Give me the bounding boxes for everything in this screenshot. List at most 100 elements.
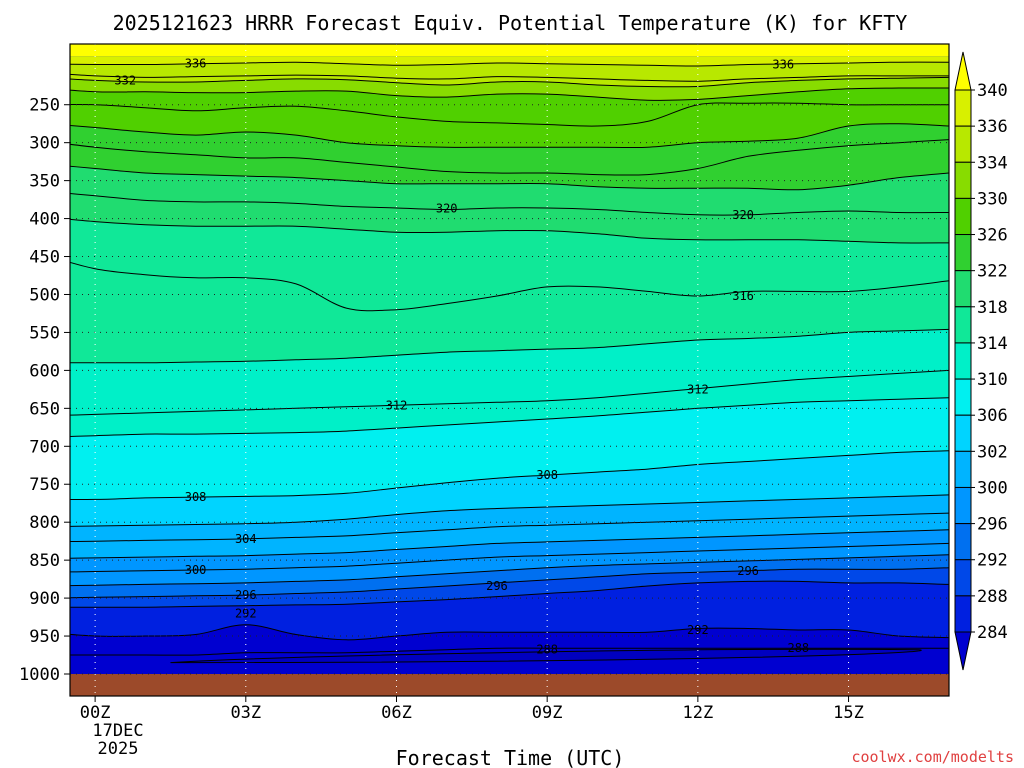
colorbar-segment <box>954 161 972 199</box>
contour-label-text: 312 <box>386 398 408 412</box>
colorbar-label: 322 <box>977 262 1008 282</box>
source-credit: coolwx.com/modelts <box>851 748 1014 766</box>
y-tick-label: 850 <box>29 551 60 571</box>
contour-label: 308 <box>536 468 558 482</box>
colorbar-top-arrow <box>954 51 972 91</box>
contour-label-text: 292 <box>235 606 257 620</box>
contour-label-text: 296 <box>737 564 759 578</box>
contour-line-304 <box>70 512 949 543</box>
y-tick-label: 600 <box>29 361 60 381</box>
contour-label: 296 <box>486 579 508 593</box>
terrain-surface <box>70 674 949 696</box>
contour-line-336 <box>70 61 949 67</box>
contour-label: 332 <box>114 73 136 87</box>
contour-line-308 <box>70 450 949 501</box>
grid-lines <box>70 44 949 696</box>
contour-label: 308 <box>185 490 207 504</box>
y-tick-label: 900 <box>29 589 60 609</box>
contour-line-290 <box>70 647 949 656</box>
filled-contour-bands <box>70 44 949 696</box>
contour-line-310 <box>70 397 949 437</box>
contour-label-text: 308 <box>185 490 207 504</box>
colorbar-label: 326 <box>977 226 1008 246</box>
colorbar-bottom-arrow <box>954 631 972 671</box>
y-tick-label: 650 <box>29 399 60 419</box>
contour-line-320 <box>70 193 949 216</box>
colorbar-label: 314 <box>977 334 1008 354</box>
band-fill-top <box>70 44 949 57</box>
contour-label: 304 <box>235 532 257 546</box>
contour-labels: 336 332 336 320 320 316 312 312 308 308 304 300 296 2… <box>114 57 809 657</box>
colorbar-label: 330 <box>977 189 1008 209</box>
colorbar-segment <box>954 450 972 488</box>
colorbar-label: 292 <box>977 551 1008 571</box>
contour-lines <box>70 61 949 664</box>
y-axis-ticks: 250 300 350 400 450 500 550 600 650 700 750 800 850 9… <box>19 96 70 685</box>
colorbar-segment <box>954 89 972 127</box>
contour-label: 296 <box>737 564 759 578</box>
colorbar-label: 336 <box>977 117 1008 137</box>
contour-label-text: 320 <box>732 208 754 222</box>
y-tick-label: 400 <box>29 210 60 230</box>
colorbar-segment <box>954 523 972 561</box>
x-tick-label: 12Z <box>682 703 713 723</box>
x-date-day: 17DEC <box>92 721 143 741</box>
contour-line-332 <box>70 76 949 88</box>
contour-label-text: 336 <box>185 57 207 71</box>
y-tick-label: 750 <box>29 475 60 495</box>
chart-title: 2025121623 HRRR Forecast Equiv. Potentia… <box>113 11 908 35</box>
x-tick-label: 15Z <box>833 703 864 723</box>
y-tick-label: 350 <box>29 172 60 192</box>
contour-label: 336 <box>185 57 207 71</box>
contour-label-text: 300 <box>185 563 207 577</box>
x-tick-label: 03Z <box>230 703 261 723</box>
contour-line-324 <box>70 139 949 176</box>
y-tick-label: 550 <box>29 323 60 343</box>
contour-label-text: 308 <box>536 468 558 482</box>
colorbar-label: 284 <box>977 623 1008 643</box>
contour-line-306 <box>70 494 949 527</box>
colorbar-segment <box>954 486 972 525</box>
colorbar-segment <box>954 197 972 236</box>
contour-line-302 <box>70 529 949 559</box>
contour-label: 292 <box>235 606 257 620</box>
contour-label: 292 <box>687 623 709 637</box>
colorbar-label: 318 <box>977 298 1008 318</box>
contour-label-text: 304 <box>235 532 257 546</box>
contour-label: 312 <box>687 382 709 396</box>
y-tick-label: 950 <box>29 627 60 647</box>
x-axis-ticks: 00Z 03Z 06Z 09Z 12Z 15Z <box>80 696 864 723</box>
contour-label-text: 336 <box>772 57 794 71</box>
x-tick-label: 06Z <box>381 703 412 723</box>
contour-label-text: 316 <box>732 289 754 303</box>
contour-label-text: 292 <box>687 623 709 637</box>
contour-label: 296 <box>235 588 257 602</box>
x-date-year: 2025 <box>98 739 139 759</box>
contour-label: 320 <box>732 208 754 222</box>
contour-line-326 <box>70 123 949 149</box>
colorbar-segment <box>954 595 972 633</box>
contour-label: 312 <box>386 398 408 412</box>
colorbar-label: 296 <box>977 515 1008 535</box>
contour-line-334 <box>70 73 949 82</box>
colorbar-label: 302 <box>977 442 1008 462</box>
contour-label: 320 <box>436 202 458 216</box>
contour-line-294 <box>70 580 949 608</box>
contour-line-316 <box>70 261 949 312</box>
colorbar-segment <box>954 342 972 380</box>
contour-label: 316 <box>732 289 754 303</box>
y-tick-label: 300 <box>29 134 60 154</box>
colorbar: 340 336 334 330 326 322 318 314 310 306 302 300 296 2… <box>954 51 1008 671</box>
y-tick-label: 700 <box>29 437 60 457</box>
y-tick-label: 500 <box>29 285 60 305</box>
contour-line-314 <box>70 328 949 364</box>
contour-line-300 <box>70 542 949 573</box>
colorbar-label: 300 <box>977 478 1008 498</box>
x-tick-label: 09Z <box>532 703 563 723</box>
contour-label-text: 288 <box>536 643 558 657</box>
contour-line-296 <box>70 567 949 599</box>
contour-line-318 <box>70 218 949 244</box>
contour-line-288 <box>170 648 922 664</box>
contour-label-text: 332 <box>114 73 136 87</box>
contour-label: 288 <box>536 643 558 657</box>
